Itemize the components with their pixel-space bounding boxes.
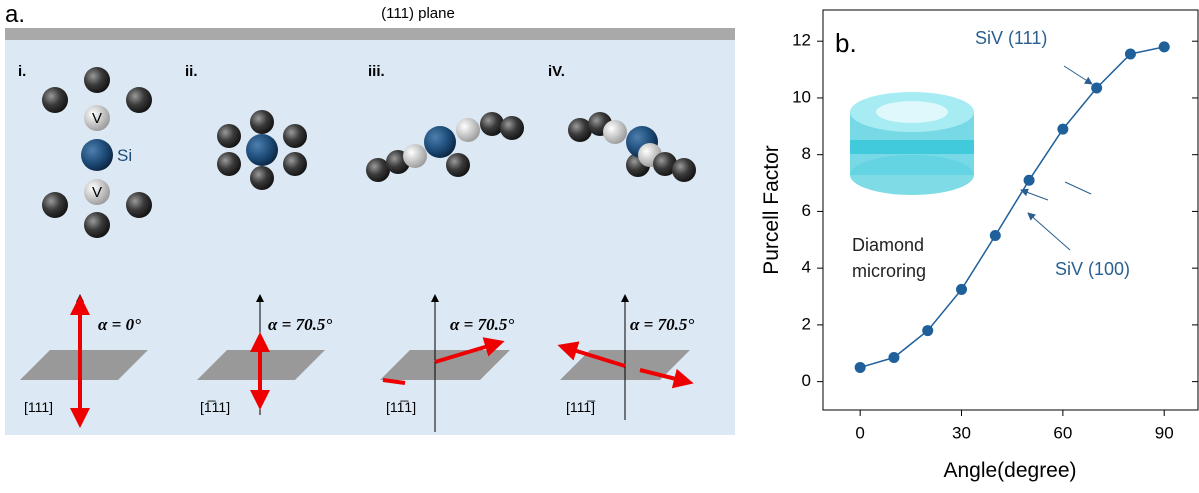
direction-label: [1̅11] [200,399,230,415]
annotation-box: Diamond microring [852,235,927,281]
angle-label: α = 70.5° [630,315,694,334]
y-tick-label: 8 [802,144,811,163]
panel-label: b. [835,28,857,58]
x-tick-label: 0 [855,423,864,442]
atom-label: V [92,110,102,127]
annotation: SiV (111) [975,28,1047,48]
panel-label: a. [5,1,25,28]
y-tick-label: 12 [792,31,811,50]
y-tick-label: 6 [802,201,811,220]
sub-label: i. [18,63,26,80]
x-tick-label: 90 [1155,423,1174,442]
panel-a: a. (111) plane i. ii. iii. iV. V Si V α … [5,1,735,435]
sub-label: iii. [368,63,385,80]
y-tick-label: 10 [792,87,811,106]
x-tick-label: 30 [952,423,971,442]
data-point [922,325,934,337]
series-line [859,46,1165,369]
plane-title: (111) plane [381,5,455,22]
x-axis-title: Angle(degree) [943,459,1076,482]
plot-frame [822,9,1199,411]
data-point [1158,41,1170,53]
sub-label: ii. [185,63,198,80]
atom-label: Si [117,146,132,165]
y-tick-label: 2 [802,314,811,333]
sub-label: iV. [548,63,565,80]
panel-b: b. SiV (111) SiV (100) Diamond microring… [760,9,1199,482]
data-point [1057,123,1069,135]
data-point [989,230,1001,242]
annotation: Diamond microring [852,235,927,281]
annotation-arrow [1063,65,1093,85]
atoms [42,67,696,238]
direction-label: [11̅1] [386,399,416,415]
data-point [1023,174,1035,186]
data-point [1091,82,1103,94]
atom-label: V [92,184,102,201]
angle-label: α = 0° [98,315,141,334]
annotation-arrow [1027,212,1071,251]
data-point [888,352,900,364]
y-tick-label: 0 [802,371,811,390]
data-point [956,283,968,295]
data-point [854,361,866,373]
x-tick-label: 60 [1053,423,1072,442]
angle-label: α = 70.5° [268,315,332,334]
y-axis-title: Purcell Factor [760,145,783,275]
annotation: SiV (100) [1055,259,1130,279]
data-point [1124,48,1136,60]
direction-label: [111̅] [566,399,596,415]
annotation-arrow [1020,188,1049,201]
microring-icon [850,92,974,195]
angle-label: α = 70.5° [450,315,514,334]
y-tick-label: 4 [802,258,811,277]
annotation-arrow [1064,181,1092,195]
plane-bar [5,28,735,40]
direction-label: [111] [24,399,53,415]
orientation-sketches [20,294,694,432]
